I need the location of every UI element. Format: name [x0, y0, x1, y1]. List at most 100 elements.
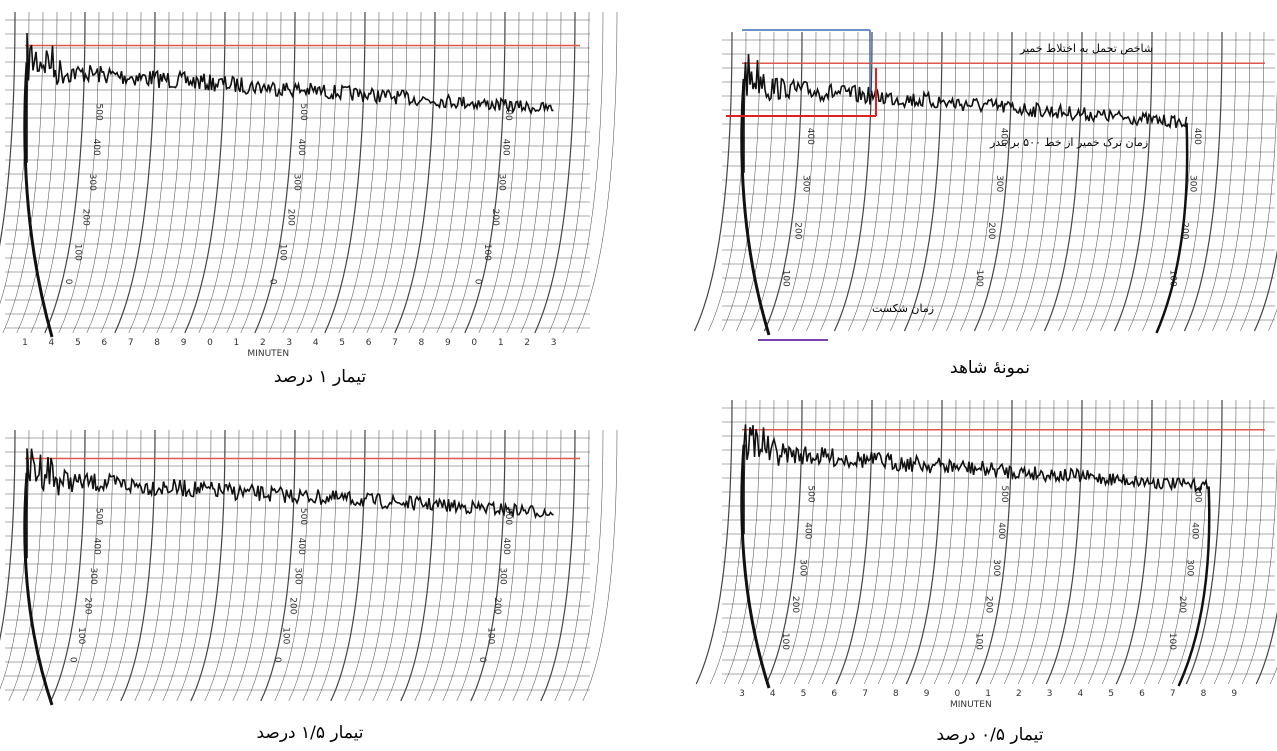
grid-curve: [401, 430, 435, 701]
grid-label: 100: [76, 627, 86, 644]
grid-label: 400: [803, 522, 813, 539]
grid-label: 300: [496, 174, 506, 191]
grid-label: 400: [501, 139, 511, 156]
grid-curve: [1060, 400, 1096, 684]
grid-curve: [1016, 32, 1054, 331]
grid-label: 500: [999, 485, 1009, 502]
grid-curve: [1242, 400, 1277, 684]
grid-curve: [822, 400, 858, 684]
grid-label: 400: [296, 139, 306, 156]
grid-curve: [373, 430, 407, 701]
grid-label: 200: [285, 209, 295, 226]
minute-label: 9: [181, 338, 187, 348]
grid-curve: [527, 430, 561, 701]
grid-curve: [429, 430, 463, 701]
grid-curve: [1226, 32, 1264, 331]
grid-curve: [806, 32, 844, 331]
grid-label: 200: [287, 597, 297, 614]
grid-curve: [1128, 32, 1166, 331]
minute-label: 7: [862, 689, 868, 699]
grid-curve: [1114, 32, 1152, 331]
figure: 5004003002001000500400300200100050040030…: [0, 0, 1277, 751]
grid-label: 200: [81, 209, 91, 226]
annotation: زمان ترک خمیر از خط ۵۰۰ برابندر: [989, 136, 1148, 149]
grid-curve: [1254, 32, 1277, 331]
grid-curve: [694, 32, 732, 331]
minute-label: 0: [471, 338, 477, 348]
trace-start: [742, 79, 769, 335]
grid-curve: [1072, 32, 1110, 331]
grid-curve: [177, 430, 211, 701]
minute-label: 3: [551, 338, 557, 348]
annotations: شاخص تحمل به اختلاط خمیرزمان ترک خمیر از…: [726, 30, 1153, 340]
minute-label: 6: [831, 689, 837, 699]
minute-label: 5: [75, 338, 81, 348]
minute-label: 6: [101, 338, 107, 348]
grid-label: 300: [1184, 559, 1194, 576]
grid-curve: [513, 430, 547, 701]
grid-label: 100: [482, 244, 492, 261]
minute-label: 3: [739, 689, 745, 699]
grid-curve: [920, 400, 956, 684]
minute-label: 7: [1170, 689, 1176, 699]
grid-label: 100: [781, 270, 791, 287]
grid-label: 0: [472, 279, 482, 285]
grid-curve: [988, 32, 1026, 331]
grid-curve: [499, 430, 533, 701]
grid-curve: [836, 400, 872, 684]
grid-label: 0: [63, 279, 73, 285]
grid-label: 200: [983, 596, 993, 613]
grid-label: 500: [93, 508, 103, 525]
grid-curve: [906, 400, 942, 684]
grid-curve: [289, 430, 323, 701]
grid-curve: [79, 430, 113, 701]
grid-curve: [932, 32, 970, 331]
grid-label: 200: [490, 209, 500, 226]
grid-curve: [1228, 400, 1264, 684]
grid-curve: [1032, 400, 1068, 684]
grid-curve: [864, 400, 900, 684]
grid-curve: [892, 400, 928, 684]
grid-curve: [904, 32, 942, 331]
grid-label: 300: [801, 175, 811, 192]
grid-label: 300: [1188, 175, 1198, 192]
grid-curve: [1018, 400, 1054, 684]
grid-curve: [205, 430, 239, 701]
grid-curve: [1198, 32, 1236, 331]
grid-curve: [708, 32, 746, 331]
grid-label: 100: [73, 244, 83, 261]
minute-label: 3: [286, 338, 292, 348]
caption: تیمار ۰/۵ درصد: [936, 725, 1043, 745]
grid-curve: [794, 400, 830, 684]
grid-curve: [850, 400, 886, 684]
trace-drop: [1157, 123, 1188, 333]
grid-curve: [1186, 400, 1222, 684]
grid-curve: [848, 32, 886, 331]
grid-curve: [1004, 400, 1040, 684]
grid-curve: [1212, 32, 1250, 331]
dough-trace: [27, 448, 554, 558]
grid-curve: [710, 400, 746, 684]
grid-curve: [1200, 400, 1236, 684]
minute-label: 4: [1078, 689, 1084, 699]
grid-curve: [135, 430, 169, 701]
grid-label: 400: [501, 538, 511, 555]
grid-label: 500: [805, 485, 815, 502]
grid-curve: [303, 430, 337, 701]
grid-curve: [219, 430, 253, 701]
grid-curve: [163, 430, 197, 701]
grid-label: 300: [991, 559, 1001, 576]
grid-label: 300: [87, 174, 97, 191]
grid-label: 100: [277, 244, 287, 261]
dough-trace: [744, 424, 1208, 534]
minute-label: 6: [1139, 689, 1145, 699]
grid-curve: [345, 430, 379, 701]
grid-curve: [1074, 400, 1110, 684]
grid-curve: [1046, 400, 1082, 684]
minute-label: 9: [445, 338, 451, 348]
grid-curve: [890, 32, 928, 331]
grid-label: 300: [994, 175, 1004, 192]
grid-label: 500: [298, 508, 308, 525]
grid-curve: [149, 430, 183, 701]
